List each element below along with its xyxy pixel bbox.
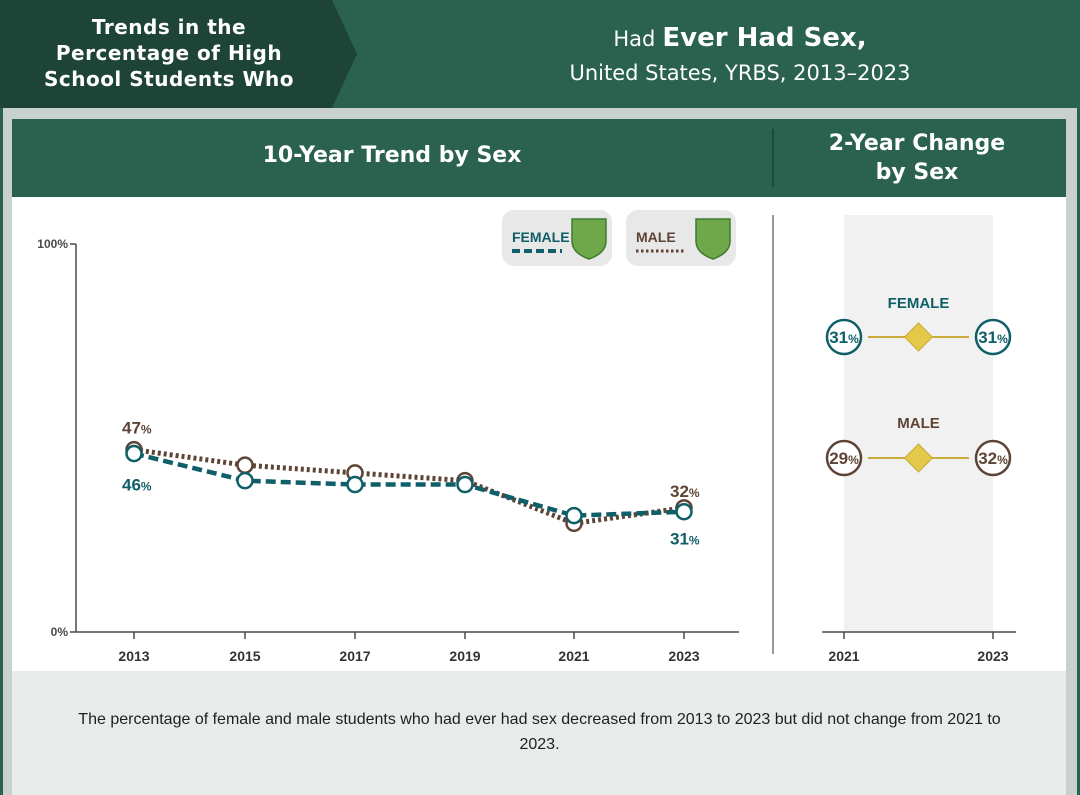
card-header: 10-Year Trend by Sex 2-Year Change by Se… <box>12 119 1066 197</box>
x-tick-label: 2017 <box>339 648 370 664</box>
title-emphasis: Ever Had Sex, <box>662 23 867 53</box>
chart-card: 10-Year Trend by Sex 2-Year Change by Se… <box>12 119 1066 795</box>
title-tag-text: Trends in the Percentage of High School … <box>10 14 328 92</box>
male-series-line <box>133 447 685 526</box>
male-2021-value: 29% <box>829 449 859 468</box>
female-series-line <box>133 451 685 518</box>
content-frame: 10-Year Trend by Sex 2-Year Change by Se… <box>3 108 1077 795</box>
x-tick-label: 2013 <box>118 648 149 664</box>
y-tick-label-top: 100% <box>37 237 68 251</box>
change-panel-title: 2-Year Change by Sex <box>802 129 1032 187</box>
page-title: Had Ever Had Sex, United States, YRBS, 2… <box>470 22 1010 88</box>
change-panel-title-line-1: 2-Year Change <box>828 131 1006 156</box>
title-tag-background <box>0 0 357 108</box>
page-subtitle: United States, YRBS, 2013–2023 <box>569 61 911 85</box>
female-data-point <box>346 475 364 494</box>
male-2021-marker <box>825 439 863 477</box>
change-panel-title-line-2: by Sex <box>875 160 959 185</box>
legend-female-label: FEMALE <box>512 229 570 245</box>
trend-panel-title: 10-Year Trend by Sex <box>262 143 522 168</box>
title-tag-line-1: Trends in the <box>91 15 247 39</box>
female-data-point <box>456 475 474 494</box>
summary-footer: The percentage of female and male studen… <box>12 671 1066 795</box>
male-2023-value: 32% <box>978 449 1008 468</box>
header-divider <box>772 129 774 187</box>
female-data-point <box>125 444 143 463</box>
data-label-female-2023: 31% <box>670 530 700 549</box>
male-2023-marker <box>974 439 1012 477</box>
title-tag-line-2: Percentage of High <box>55 41 283 65</box>
page-title-line-1: Had Ever Had Sex, <box>470 22 1010 56</box>
shield-icon <box>695 218 731 260</box>
female-data-point <box>675 502 693 521</box>
female-change-label: FEMALE <box>888 295 950 312</box>
title-prefix: Had <box>613 27 656 51</box>
x-tick-label: 2021 <box>558 648 589 664</box>
female-data-point <box>565 506 583 525</box>
y-tick-label-bottom: 0% <box>51 625 69 639</box>
x-tick-label: 2023 <box>668 648 699 664</box>
change-panel-band <box>844 215 993 632</box>
male-data-point <box>236 456 254 474</box>
title-tag-line-3: School Students Who <box>43 67 295 91</box>
data-label-female-2013: 46% <box>122 476 152 495</box>
female-no-change-diamond <box>903 322 934 352</box>
summary-text: The percentage of female and male studen… <box>78 711 1001 753</box>
change-x-tick-label: 2021 <box>828 648 859 664</box>
title-tag: Trends in the Percentage of High School … <box>0 0 360 108</box>
female-2023-marker <box>974 318 1012 356</box>
change-x-tick-label: 2023 <box>977 648 1008 664</box>
shield-icon <box>571 218 607 260</box>
x-tick-label: 2019 <box>449 648 480 664</box>
data-label-male-2013: 47% <box>122 419 152 438</box>
x-tick-label: 2015 <box>229 648 260 664</box>
female-2021-marker <box>825 318 863 356</box>
legend-male-label: MALE <box>636 229 676 245</box>
charts-canvas: 100% 0% 2013 2015 2017 2019 2021 2023 FEMALE MALE… <box>37 210 1016 664</box>
data-label-male-2023: 32% <box>670 482 700 501</box>
male-no-change-diamond <box>903 443 934 473</box>
male-change-label: MALE <box>897 415 940 432</box>
female-data-point <box>236 471 254 490</box>
female-2021-value: 31% <box>829 328 859 347</box>
female-2023-value: 31% <box>978 328 1008 347</box>
